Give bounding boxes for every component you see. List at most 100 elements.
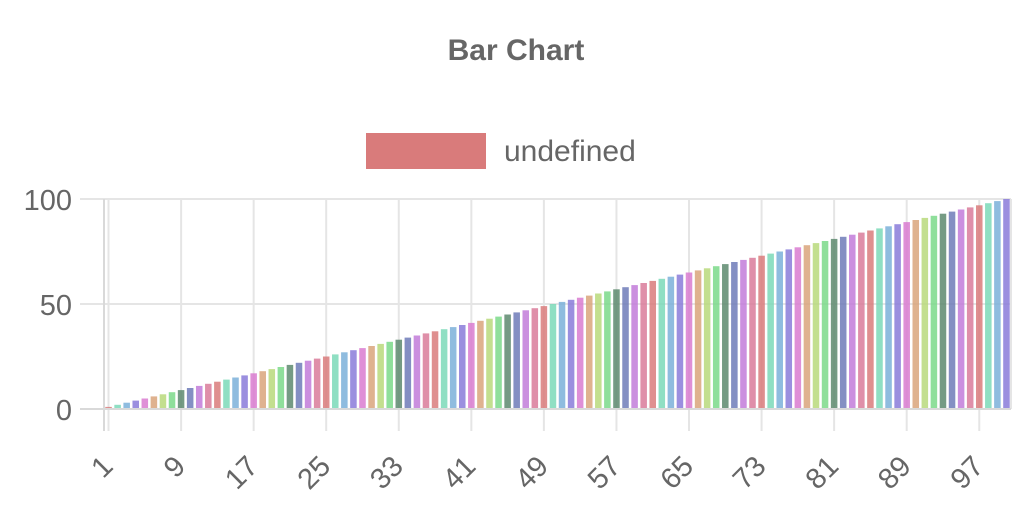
bar[interactable] bbox=[712, 266, 720, 409]
bar[interactable] bbox=[957, 209, 965, 410]
bar[interactable] bbox=[849, 234, 856, 409]
bar[interactable] bbox=[114, 404, 121, 409]
bar[interactable] bbox=[776, 251, 783, 410]
bar[interactable] bbox=[304, 360, 312, 409]
bar[interactable] bbox=[368, 346, 375, 409]
bar[interactable] bbox=[839, 236, 847, 409]
bar[interactable] bbox=[459, 325, 466, 409]
bar[interactable] bbox=[377, 343, 384, 409]
bar[interactable] bbox=[758, 255, 765, 409]
bar[interactable] bbox=[567, 299, 575, 409]
bar[interactable] bbox=[622, 287, 629, 409]
bar[interactable] bbox=[785, 249, 793, 409]
bar[interactable] bbox=[268, 369, 276, 409]
bar[interactable] bbox=[241, 375, 248, 409]
bar[interactable] bbox=[685, 272, 693, 410]
bar[interactable] bbox=[504, 314, 511, 410]
bar[interactable] bbox=[332, 354, 339, 409]
bar[interactable] bbox=[749, 257, 756, 409]
bar[interactable] bbox=[975, 205, 983, 409]
bar[interactable] bbox=[876, 228, 883, 409]
bar[interactable] bbox=[159, 394, 167, 409]
bar[interactable] bbox=[722, 264, 729, 409]
bar[interactable] bbox=[259, 371, 266, 409]
bar[interactable] bbox=[286, 364, 294, 409]
legend-swatch[interactable] bbox=[366, 133, 486, 169]
bar[interactable] bbox=[513, 312, 520, 409]
bar[interactable] bbox=[313, 358, 321, 409]
bar[interactable] bbox=[948, 211, 956, 409]
bar[interactable] bbox=[449, 327, 457, 409]
bar[interactable] bbox=[703, 268, 711, 409]
bar[interactable] bbox=[930, 215, 938, 409]
bar[interactable] bbox=[322, 356, 330, 410]
bar[interactable] bbox=[812, 243, 820, 409]
bar[interactable] bbox=[1003, 199, 1010, 409]
legend-label[interactable]: undefined bbox=[504, 135, 636, 168]
bar[interactable] bbox=[694, 270, 702, 409]
bar[interactable] bbox=[921, 217, 929, 409]
bar[interactable] bbox=[740, 259, 747, 409]
bar[interactable] bbox=[640, 283, 647, 409]
bar[interactable] bbox=[468, 322, 475, 409]
bar[interactable] bbox=[912, 220, 920, 409]
bar[interactable] bbox=[186, 388, 194, 409]
bar[interactable] bbox=[604, 291, 611, 409]
bar[interactable] bbox=[966, 207, 974, 409]
bar[interactable] bbox=[885, 226, 892, 409]
bar[interactable] bbox=[477, 320, 484, 409]
bar[interactable] bbox=[431, 331, 439, 409]
bar[interactable] bbox=[558, 301, 566, 409]
bar[interactable] bbox=[731, 262, 738, 409]
bar[interactable] bbox=[132, 400, 140, 409]
bar[interactable] bbox=[250, 373, 257, 409]
bar[interactable] bbox=[150, 396, 158, 409]
bar[interactable] bbox=[205, 383, 212, 409]
bar[interactable] bbox=[894, 224, 901, 409]
bar[interactable] bbox=[522, 310, 530, 409]
bar[interactable] bbox=[395, 339, 403, 409]
bar[interactable] bbox=[994, 201, 1001, 409]
bar[interactable] bbox=[531, 308, 539, 409]
bar[interactable] bbox=[794, 247, 802, 409]
bar[interactable] bbox=[350, 350, 357, 409]
bar[interactable] bbox=[658, 278, 666, 409]
bar[interactable] bbox=[576, 297, 584, 409]
bar[interactable] bbox=[631, 285, 638, 409]
bar[interactable] bbox=[168, 392, 176, 409]
bar[interactable] bbox=[105, 406, 112, 409]
bar[interactable] bbox=[903, 222, 910, 409]
bar[interactable] bbox=[295, 362, 303, 409]
bar[interactable] bbox=[821, 241, 829, 409]
bar[interactable] bbox=[495, 316, 502, 409]
bar[interactable] bbox=[767, 253, 774, 409]
bar[interactable] bbox=[422, 333, 430, 409]
bar[interactable] bbox=[486, 318, 493, 409]
bar[interactable] bbox=[195, 385, 203, 409]
bar[interactable] bbox=[595, 293, 602, 410]
bar[interactable] bbox=[177, 390, 185, 409]
bar[interactable] bbox=[386, 341, 393, 409]
bar[interactable] bbox=[985, 203, 992, 409]
bar[interactable] bbox=[867, 230, 874, 410]
bar[interactable] bbox=[141, 398, 149, 410]
bar[interactable] bbox=[413, 335, 421, 410]
bar[interactable] bbox=[585, 295, 593, 409]
bar[interactable] bbox=[214, 381, 221, 409]
bar[interactable] bbox=[232, 377, 239, 410]
bar[interactable] bbox=[858, 232, 865, 409]
bar[interactable] bbox=[277, 367, 285, 409]
bar[interactable] bbox=[667, 276, 675, 409]
bar[interactable] bbox=[223, 379, 230, 409]
bar[interactable] bbox=[613, 289, 620, 409]
bar[interactable] bbox=[649, 280, 656, 409]
bar[interactable] bbox=[440, 329, 448, 409]
legend[interactable]: undefined bbox=[366, 133, 636, 169]
bar[interactable] bbox=[359, 348, 366, 409]
bar[interactable] bbox=[123, 402, 130, 409]
bar[interactable] bbox=[404, 337, 412, 409]
bar[interactable] bbox=[830, 238, 838, 409]
bar[interactable] bbox=[803, 245, 811, 409]
bar[interactable] bbox=[939, 213, 947, 409]
bar[interactable] bbox=[341, 352, 348, 409]
